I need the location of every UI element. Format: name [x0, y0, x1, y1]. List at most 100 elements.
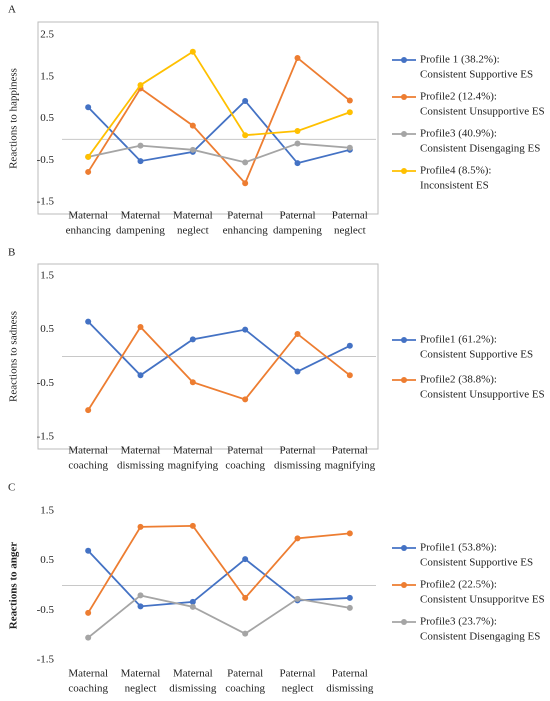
- x-tick-label: Paternal: [332, 210, 368, 222]
- data-point: [189, 146, 196, 153]
- y-tick-label: -0.5: [37, 377, 55, 389]
- data-point: [294, 160, 301, 167]
- x-tick-label: Paternal: [227, 445, 263, 457]
- legend-marker: [401, 94, 407, 100]
- x-tick-label: Paternal: [279, 210, 315, 222]
- series-line: [87, 56, 351, 185]
- data-point: [242, 97, 249, 104]
- y-axis-label: Reactions to happiness: [8, 68, 20, 169]
- data-point: [294, 140, 301, 147]
- data-point: [189, 598, 196, 605]
- legend-label: Consistent Unsupportive ES: [420, 389, 545, 401]
- series-line: [87, 99, 351, 165]
- x-tick-label: neglect: [177, 225, 209, 237]
- x-tick-label: coaching: [68, 460, 108, 472]
- data-point: [294, 128, 301, 135]
- legend-label: Profile1 (53.8%):: [420, 542, 497, 554]
- x-tick-label: Maternal: [68, 668, 108, 680]
- data-point: [189, 379, 196, 386]
- legend-label: Consistent Disengaging ES: [420, 631, 540, 643]
- series-line: [87, 142, 350, 164]
- data-point: [137, 592, 144, 599]
- data-point: [242, 594, 249, 601]
- x-tick-label: Maternal: [121, 445, 161, 457]
- x-tick-label: dismissing: [117, 460, 165, 472]
- series-line: [87, 550, 350, 608]
- data-point: [85, 318, 92, 325]
- legend-marker: [401, 377, 407, 383]
- legend-label: Profile2 (12.4%):: [420, 91, 497, 103]
- plot-frame: [37, 21, 379, 215]
- x-tick-label: neglect: [282, 683, 314, 695]
- data-point: [346, 144, 353, 151]
- x-tick-label: Maternal: [68, 210, 108, 222]
- data-point: [137, 603, 144, 610]
- x-tick-label: enhancing: [223, 225, 269, 237]
- panel-label: A: [8, 4, 16, 16]
- y-axis-label: Reactions to sadness: [8, 311, 20, 402]
- x-tick-label: Paternal: [227, 210, 263, 222]
- plot-frame: [37, 263, 379, 450]
- data-point: [294, 368, 301, 375]
- legend-marker: [401, 168, 407, 174]
- x-tick-label: Maternal: [173, 210, 213, 222]
- y-tick-label: -1.5: [37, 196, 55, 208]
- data-point: [242, 396, 249, 403]
- data-point: [85, 407, 92, 414]
- data-point: [189, 522, 196, 529]
- x-tick-label: Maternal: [121, 210, 161, 222]
- legend-label: Profile1 (61.2%):: [420, 334, 497, 346]
- y-tick-label: 1.5: [40, 505, 54, 517]
- legend-marker: [401, 57, 407, 63]
- data-point: [346, 342, 353, 349]
- x-tick-label: dismissing: [169, 683, 217, 695]
- y-tick-label: 0.5: [40, 112, 54, 124]
- series-line: [87, 524, 350, 614]
- data-point: [242, 326, 249, 333]
- legend-label: Consistent Supportive ES: [420, 349, 533, 361]
- y-tick-label: 0.5: [40, 554, 54, 566]
- x-tick-label: neglect: [125, 683, 157, 695]
- panel-label: C: [8, 482, 15, 494]
- series-line: [87, 594, 350, 639]
- legend-label: Profile2 (38.8%):: [420, 374, 497, 386]
- y-tick-label: -0.5: [37, 154, 55, 166]
- x-tick-label: neglect: [334, 225, 366, 237]
- data-point: [189, 336, 196, 343]
- data-point: [242, 556, 249, 563]
- data-point: [189, 122, 196, 129]
- data-point: [85, 609, 92, 616]
- y-axis-label: Reactions to anger: [8, 542, 20, 629]
- legend-marker: [401, 619, 407, 625]
- x-tick-label: Maternal: [173, 445, 213, 457]
- data-point: [242, 159, 249, 166]
- y-tick-label: 1.5: [40, 270, 54, 282]
- data-point: [346, 372, 353, 379]
- data-point: [85, 168, 92, 175]
- data-point: [294, 535, 301, 542]
- y-tick-label: 2.5: [40, 29, 54, 41]
- x-tick-label: Paternal: [332, 445, 368, 457]
- data-point: [85, 104, 92, 111]
- x-tick-label: Paternal: [332, 668, 368, 680]
- series-line: [87, 320, 351, 377]
- data-point: [137, 82, 144, 89]
- legend-label: Profile3 (23.7%):: [420, 616, 497, 628]
- legend-label: Profile 1 (38.2%):: [420, 54, 500, 66]
- x-tick-label: coaching: [225, 683, 265, 695]
- data-point: [85, 153, 92, 160]
- legend-marker: [401, 582, 407, 588]
- data-point: [242, 180, 249, 187]
- x-tick-label: Paternal: [279, 445, 315, 457]
- x-tick-label: dismissing: [274, 460, 322, 472]
- legend-label: Consistent Supportive ES: [420, 557, 533, 569]
- x-tick-label: dismissing: [326, 683, 374, 695]
- y-tick-label: 0.5: [40, 323, 54, 335]
- data-point: [346, 530, 353, 537]
- legend-marker: [401, 337, 407, 343]
- x-tick-label: magnifying: [324, 460, 375, 472]
- data-point: [137, 372, 144, 379]
- data-point: [137, 323, 144, 330]
